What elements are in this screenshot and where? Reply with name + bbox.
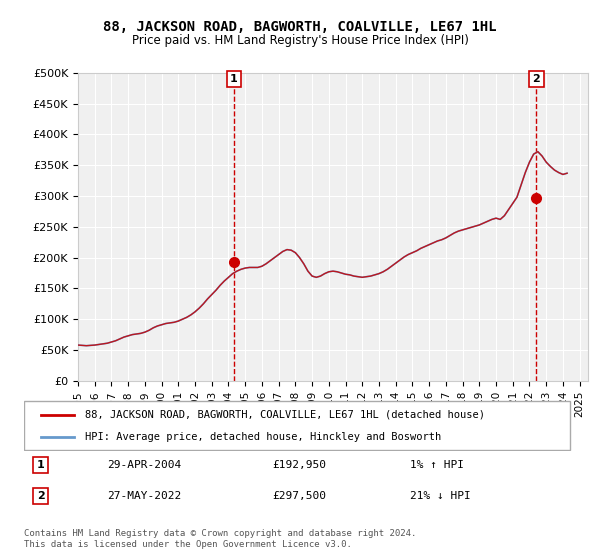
Text: 1: 1 <box>230 74 238 84</box>
Text: £192,950: £192,950 <box>272 460 326 470</box>
Text: 2: 2 <box>533 74 541 84</box>
Text: 1: 1 <box>37 460 44 470</box>
Text: 21% ↓ HPI: 21% ↓ HPI <box>410 491 471 501</box>
Text: Price paid vs. HM Land Registry's House Price Index (HPI): Price paid vs. HM Land Registry's House … <box>131 34 469 46</box>
Text: 88, JACKSON ROAD, BAGWORTH, COALVILLE, LE67 1HL (detached house): 88, JACKSON ROAD, BAGWORTH, COALVILLE, L… <box>85 409 485 419</box>
Text: £297,500: £297,500 <box>272 491 326 501</box>
Text: 29-APR-2004: 29-APR-2004 <box>107 460 181 470</box>
Text: Contains HM Land Registry data © Crown copyright and database right 2024.
This d: Contains HM Land Registry data © Crown c… <box>24 529 416 549</box>
Text: 1% ↑ HPI: 1% ↑ HPI <box>410 460 464 470</box>
Text: HPI: Average price, detached house, Hinckley and Bosworth: HPI: Average price, detached house, Hinc… <box>85 432 441 442</box>
Text: 27-MAY-2022: 27-MAY-2022 <box>107 491 181 501</box>
FancyBboxPatch shape <box>24 402 571 450</box>
Text: 2: 2 <box>37 491 44 501</box>
Text: 88, JACKSON ROAD, BAGWORTH, COALVILLE, LE67 1HL: 88, JACKSON ROAD, BAGWORTH, COALVILLE, L… <box>103 20 497 34</box>
